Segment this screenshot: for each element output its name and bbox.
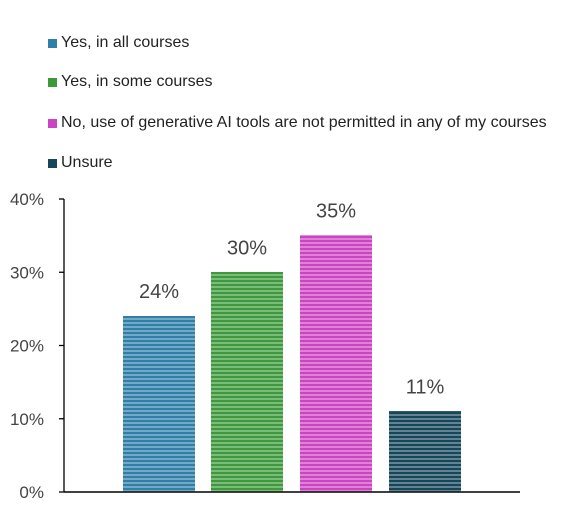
y-tick-labels: 0% 10% 20% 30% 40% [10,190,44,502]
y-tick-label: 10% [10,410,44,429]
bar-data-label-2: 30% [227,237,267,259]
legend-swatch-unsure [48,159,57,168]
bars [123,235,461,492]
legend-label-some-courses: Yes, in some courses [61,73,213,90]
legend-swatch-not-permitted [48,119,57,128]
bar-1 [123,316,195,492]
bar-data-label-4: 11% [406,376,445,398]
y-tick-label: 20% [10,337,44,356]
legend-swatch-all-courses [48,39,57,48]
legend-label-not-permitted: No, use of generative AI tools are not p… [61,114,547,131]
bar-4 [389,411,461,492]
legend-item-some-courses: Yes, in some courses [48,73,551,91]
bar-2 [211,272,283,492]
legend-item-all-courses: Yes, in all courses [48,34,551,52]
bar-data-label-3: 35% [316,201,356,223]
y-tick-label: 0% [19,483,44,502]
bar-data-label-1: 24% [139,281,179,303]
legend-swatch-some-courses [48,78,57,87]
y-tick-label: 30% [10,263,44,282]
legend-label-unsure: Unsure [61,154,113,171]
legend-item-unsure: Unsure [48,154,551,172]
bar-3 [300,235,372,492]
legend-label-all-courses: Yes, in all courses [61,34,190,51]
bar-data-labels: 24% 30% 35% 11% [139,201,445,399]
y-tick-label: 40% [10,190,44,209]
y-axis [59,198,65,493]
legend-item-not-permitted: No, use of generative AI tools are not p… [48,114,551,132]
